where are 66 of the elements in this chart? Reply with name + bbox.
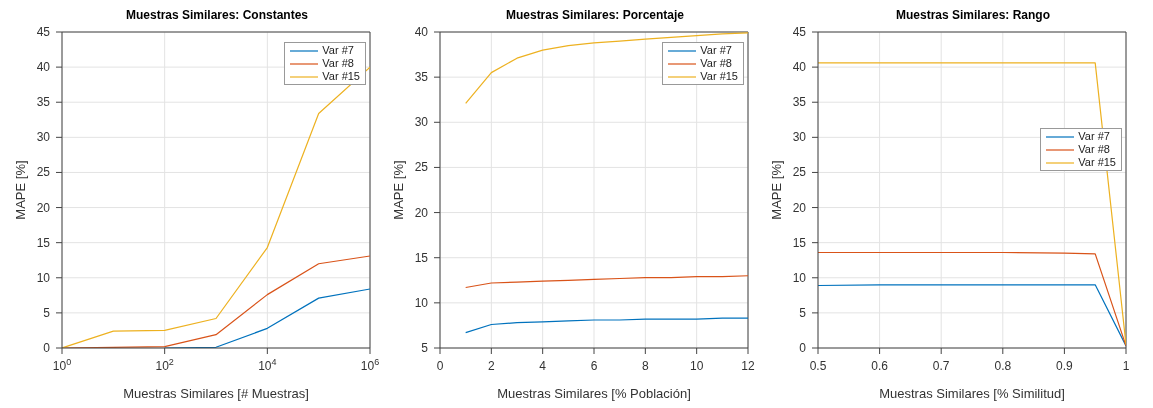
chart-title: Muestras Similares: Porcentaje [504, 8, 686, 24]
legend-label: Var #7 [1078, 130, 1110, 143]
legend-label: Var #15 [1078, 156, 1116, 169]
y-tick-label: 35 [414, 70, 429, 85]
y-tick-label: 40 [792, 60, 807, 75]
x-tick-label: 0.5 [809, 359, 827, 373]
y-tick-label: 15 [36, 235, 51, 250]
y-axis-title: MAPE [%] [390, 160, 406, 220]
x-tick-label: 6 [590, 359, 598, 373]
y-tick-label: 25 [414, 160, 429, 175]
chart-title: Muestras Similares: Rango [894, 8, 1052, 24]
x-tick-label: 10$^{6}$ [360, 357, 380, 373]
y-tick-label: 35 [792, 95, 807, 110]
y-tick-label: 30 [792, 130, 807, 145]
y-tick-label: 5 [421, 341, 429, 355]
x-tick-label: 0.9 [1056, 359, 1074, 373]
x-tick-label: 12 [741, 359, 755, 373]
chart-title: Muestras Similares: Constantes [124, 8, 310, 24]
y-tick-label: 45 [792, 25, 807, 39]
y-tick-label: 10 [36, 270, 51, 285]
y-tick-label: 20 [414, 205, 429, 220]
y-tick-label: 25 [36, 165, 51, 180]
y-axis-title: MAPE [%] [768, 160, 784, 220]
legend-label: Var #8 [1078, 143, 1110, 156]
x-axis-title: Muestras Similares [% Similitud] [879, 386, 1065, 401]
x-tick-label: 0.7 [932, 359, 950, 373]
legend-label: Var #7 [322, 44, 354, 57]
x-tick-label: 8 [641, 359, 649, 373]
x-tick-label: 1 [1122, 359, 1130, 373]
x-tick-label: 4 [539, 359, 547, 373]
y-tick-label: 10 [792, 270, 807, 285]
y-tick-label: 20 [36, 200, 51, 215]
y-tick-label: 40 [36, 60, 51, 75]
y-tick-label: 30 [36, 130, 51, 145]
x-axis-title: Muestras Similares [# Muestras] [123, 386, 309, 401]
legend-label: Var #7 [700, 44, 732, 57]
x-tick-label: 2 [487, 359, 495, 373]
x-tick-label: 10 [689, 359, 704, 373]
y-tick-label: 35 [36, 95, 51, 110]
y-axis-title: MAPE [%] [12, 160, 28, 220]
y-tick-label: 40 [414, 25, 429, 39]
y-tick-label: 0 [799, 341, 807, 355]
x-tick-label: 0.8 [994, 359, 1012, 373]
y-tick-label: 25 [792, 165, 807, 180]
y-tick-label: 15 [414, 250, 429, 265]
y-tick-label: 5 [799, 305, 807, 320]
line-series [465, 317, 748, 334]
y-tick-label: 30 [414, 115, 429, 130]
line-series [465, 275, 748, 289]
line-series [465, 32, 748, 104]
legend-label: Var #8 [322, 57, 354, 70]
legend-label: Var #15 [700, 70, 738, 83]
y-tick-label: 10 [414, 295, 429, 310]
x-tick-label: 0 [436, 359, 444, 373]
y-tick-label: 45 [36, 25, 51, 39]
x-tick-label: 0.6 [871, 359, 889, 373]
x-tick-label: 10$^{4}$ [258, 357, 277, 373]
y-tick-label: 15 [792, 235, 807, 250]
legend-label: Var #8 [700, 57, 732, 70]
y-tick-label: 20 [792, 200, 807, 215]
y-tick-label: 5 [43, 305, 51, 320]
legend-label: Var #15 [322, 70, 360, 83]
x-axis-title: Muestras Similares [% Población] [497, 386, 691, 401]
x-tick-label: 10$^{0}$ [52, 357, 72, 373]
y-tick-label: 0 [43, 341, 51, 355]
x-tick-label: 10$^{2}$ [155, 357, 174, 373]
